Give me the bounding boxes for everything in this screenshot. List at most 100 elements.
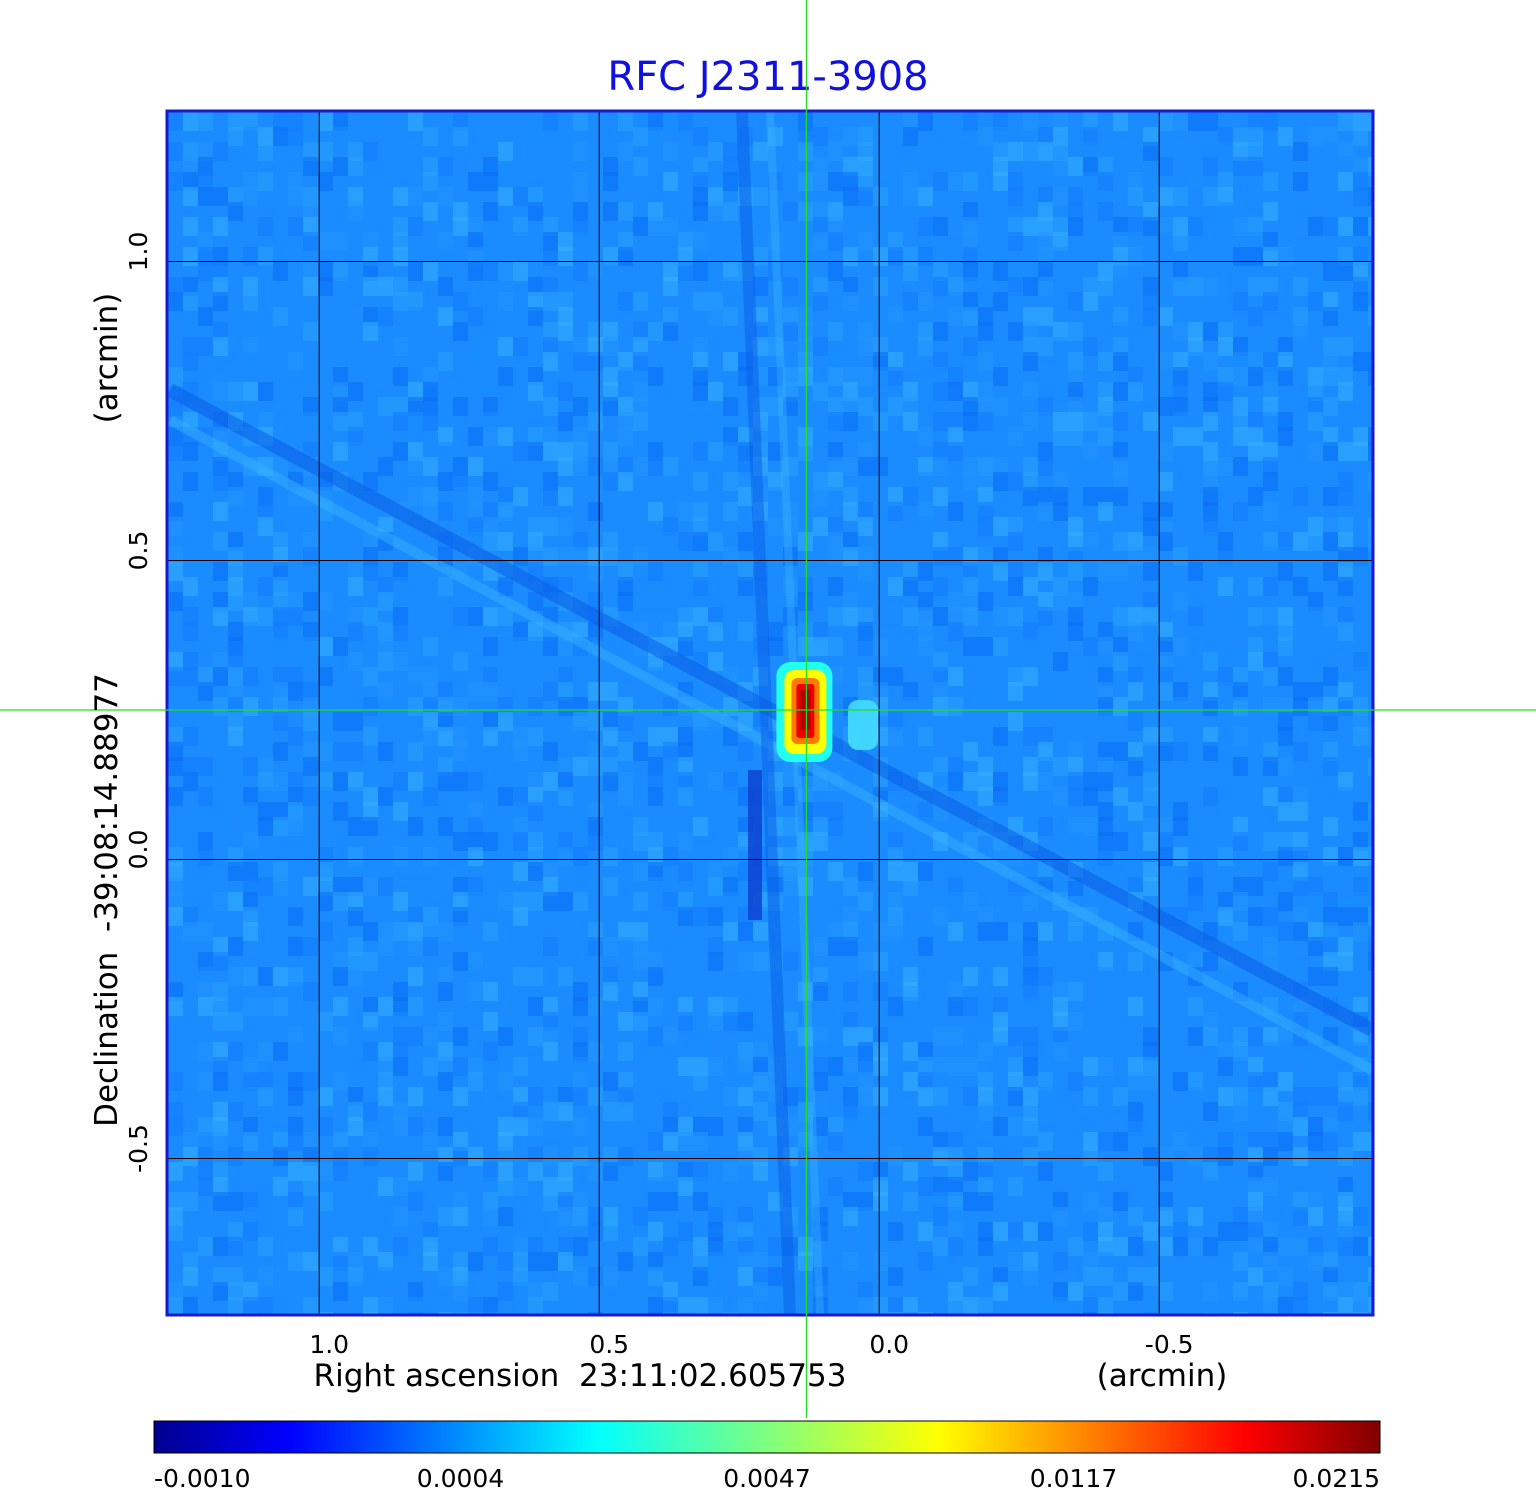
noise-cell bbox=[858, 187, 873, 206]
noise-cell bbox=[1023, 217, 1038, 236]
noise-cell bbox=[903, 997, 918, 1016]
noise-cell bbox=[453, 1057, 468, 1076]
noise-cell bbox=[1143, 1042, 1158, 1061]
noise-cell bbox=[1023, 772, 1038, 791]
noise-cell bbox=[543, 1177, 558, 1196]
noise-cell bbox=[588, 937, 603, 956]
noise-cell bbox=[498, 1207, 513, 1226]
noise-cell bbox=[798, 307, 813, 326]
noise-cell bbox=[1098, 817, 1113, 836]
noise-cell bbox=[588, 997, 603, 1016]
noise-cell bbox=[1338, 1087, 1353, 1106]
noise-cell bbox=[633, 217, 648, 236]
noise-cell bbox=[678, 577, 693, 596]
noise-cell bbox=[1338, 142, 1353, 161]
noise-cell bbox=[168, 907, 183, 926]
noise-cell bbox=[558, 1012, 573, 1031]
noise-cell bbox=[633, 982, 648, 1001]
noise-cell bbox=[243, 292, 258, 311]
noise-cell bbox=[1053, 217, 1068, 236]
noise-cell bbox=[843, 1072, 858, 1091]
noise-cell bbox=[543, 517, 558, 536]
noise-cell bbox=[858, 337, 873, 356]
noise-cell bbox=[603, 457, 618, 476]
noise-cell bbox=[513, 802, 528, 821]
noise-cell bbox=[1308, 382, 1323, 401]
noise-cell bbox=[243, 1207, 258, 1226]
noise-cell bbox=[738, 997, 753, 1016]
noise-cell bbox=[558, 517, 573, 536]
noise-cell bbox=[1038, 412, 1053, 431]
noise-cell bbox=[408, 382, 423, 401]
noise-cell bbox=[543, 1192, 558, 1211]
noise-cell bbox=[498, 787, 513, 806]
noise-cell bbox=[888, 712, 903, 731]
noise-cell bbox=[633, 547, 648, 566]
noise-cell bbox=[1278, 622, 1293, 641]
noise-cell bbox=[1068, 157, 1083, 176]
noise-cell bbox=[1248, 1192, 1263, 1211]
noise-cell bbox=[1158, 817, 1173, 836]
noise-cell bbox=[378, 517, 393, 536]
noise-cell bbox=[1203, 277, 1218, 296]
noise-cell bbox=[558, 772, 573, 791]
noise-cell bbox=[243, 847, 258, 866]
noise-cell bbox=[783, 862, 798, 881]
noise-cell bbox=[468, 307, 483, 326]
noise-cell bbox=[723, 847, 738, 866]
noise-cell bbox=[288, 1027, 303, 1046]
noise-cell bbox=[963, 1057, 978, 1076]
noise-cell bbox=[378, 1297, 393, 1314]
noise-cell bbox=[1308, 967, 1323, 986]
noise-cell bbox=[708, 727, 723, 746]
noise-cell bbox=[168, 667, 183, 686]
noise-cell bbox=[168, 862, 183, 881]
noise-cell bbox=[1113, 232, 1128, 251]
noise-cell bbox=[1128, 952, 1143, 971]
noise-cell bbox=[798, 1027, 813, 1046]
noise-cell bbox=[783, 502, 798, 521]
noise-cell bbox=[483, 607, 498, 626]
noise-cell bbox=[1203, 1132, 1218, 1151]
noise-cell bbox=[648, 787, 663, 806]
noise-cell bbox=[888, 397, 903, 416]
noise-cell bbox=[1278, 727, 1293, 746]
noise-cell bbox=[693, 697, 708, 716]
noise-cell bbox=[603, 532, 618, 551]
noise-cell bbox=[813, 337, 828, 356]
noise-cell bbox=[1338, 907, 1353, 926]
noise-cell bbox=[1053, 127, 1068, 146]
noise-cell bbox=[183, 667, 198, 686]
noise-cell bbox=[1038, 1222, 1053, 1241]
noise-cell bbox=[573, 1267, 588, 1286]
noise-cell bbox=[1038, 337, 1053, 356]
noise-cell bbox=[648, 1132, 663, 1151]
noise-cell bbox=[738, 622, 753, 641]
noise-cell bbox=[1113, 1192, 1128, 1211]
noise-cell bbox=[273, 112, 288, 131]
noise-cell bbox=[573, 397, 588, 416]
noise-cell bbox=[648, 502, 663, 521]
noise-cell bbox=[1233, 142, 1248, 161]
noise-cell bbox=[1113, 1132, 1128, 1151]
noise-cell bbox=[888, 907, 903, 926]
noise-cell bbox=[573, 667, 588, 686]
noise-cell bbox=[213, 817, 228, 836]
noise-cell bbox=[603, 172, 618, 191]
noise-cell bbox=[933, 697, 948, 716]
noise-cell bbox=[603, 967, 618, 986]
noise-cell bbox=[1113, 217, 1128, 236]
noise-cell bbox=[798, 637, 813, 656]
noise-cell bbox=[1113, 832, 1128, 851]
noise-cell bbox=[1353, 172, 1368, 191]
noise-cell bbox=[1053, 502, 1068, 521]
noise-cell bbox=[1323, 697, 1338, 716]
noise-cell bbox=[1233, 1132, 1248, 1151]
noise-cell bbox=[228, 667, 243, 686]
colorbar-tick-label: 0.0047 bbox=[723, 1464, 810, 1493]
noise-cell bbox=[288, 667, 303, 686]
noise-cell bbox=[738, 1147, 753, 1166]
noise-cell bbox=[933, 487, 948, 506]
noise-cell bbox=[1098, 397, 1113, 416]
noise-cell bbox=[1353, 697, 1368, 716]
